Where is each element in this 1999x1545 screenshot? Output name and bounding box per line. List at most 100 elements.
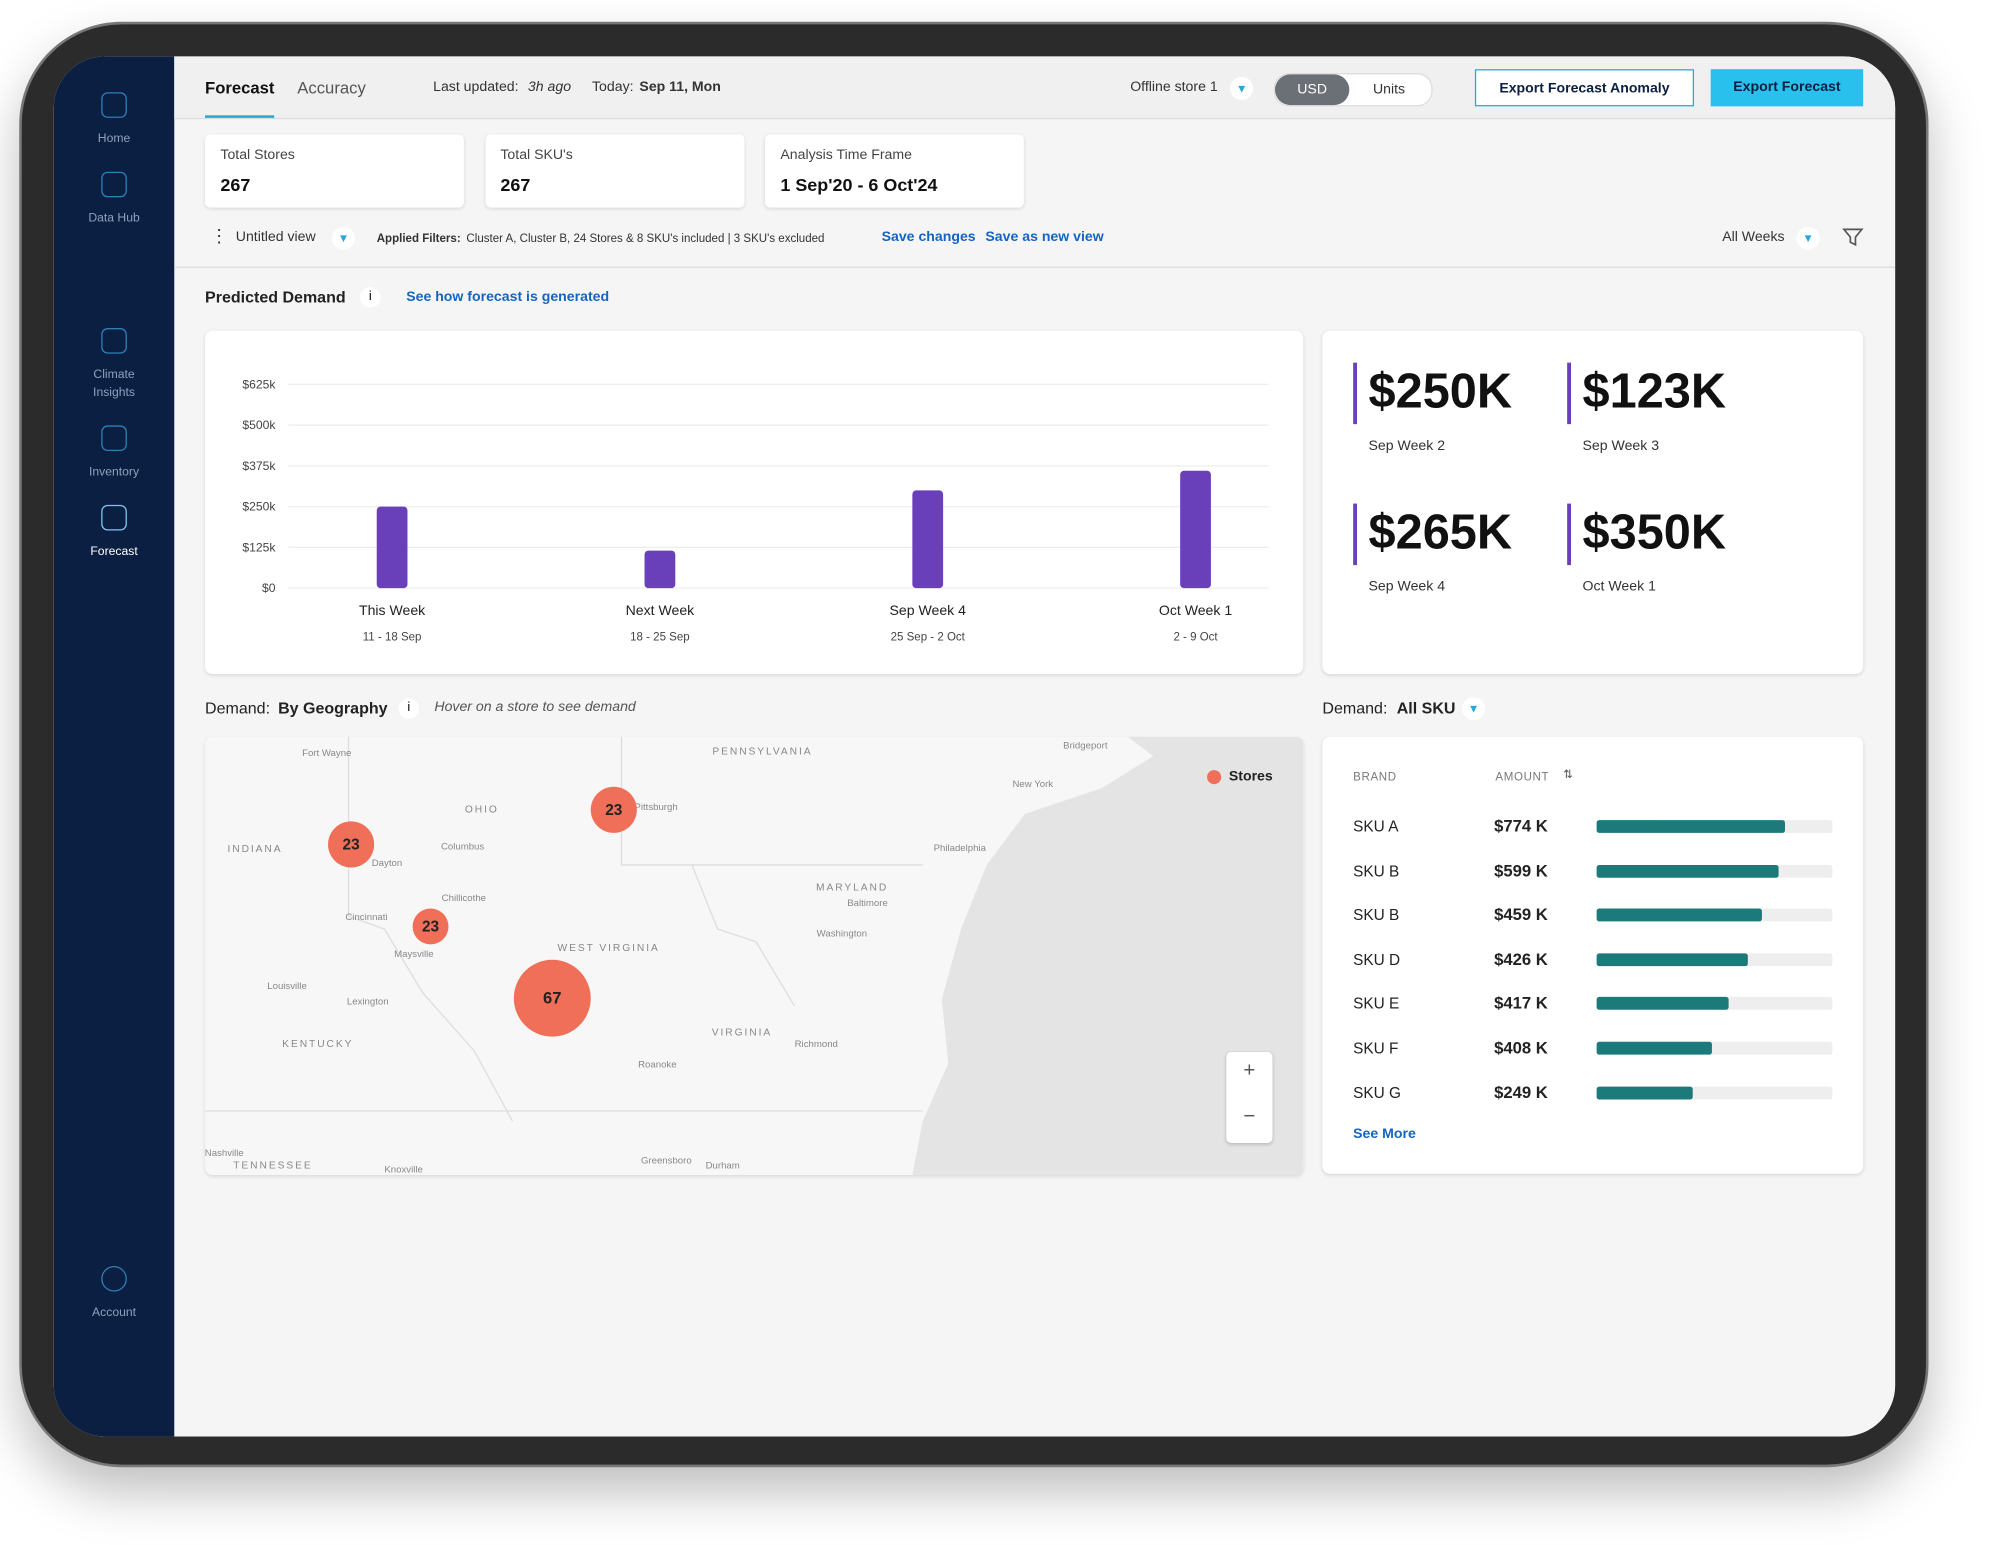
- state-label: INDIANA: [227, 844, 282, 855]
- button[interactable]: Export Forecast: [1710, 69, 1864, 107]
- city-label: Lexington: [347, 997, 389, 1008]
- tab-underline: [205, 115, 275, 118]
- store-select[interactable]: Offline store 1: [1130, 79, 1218, 95]
- nav-label[interactable]: Data Hub: [88, 211, 140, 226]
- sku-amount: $249 K: [1494, 1082, 1548, 1102]
- nav-icon[interactable]: [101, 171, 127, 198]
- zoom-out[interactable]: −: [1243, 1105, 1256, 1128]
- borders: [205, 736, 923, 1122]
- city-label: Pittsburgh: [634, 802, 677, 813]
- city-label: Richmond: [795, 1039, 838, 1050]
- sku-brand: SKU B: [1353, 906, 1400, 925]
- applied-filters-label: Applied Filters:: [376, 231, 461, 245]
- city-label: Greensboro: [641, 1156, 692, 1167]
- nav-label[interactable]: Forecast: [90, 544, 138, 559]
- label: Demand:: [205, 699, 271, 718]
- summary-card: [764, 134, 1024, 208]
- y-tick-label: $375k: [242, 459, 276, 473]
- dropdown-icon[interactable]: ▼: [1462, 697, 1486, 721]
- chart: $0 $125k $250k $375k $500k $625k This Week 11 -…: [242, 377, 1269, 644]
- tab[interactable]: Accuracy: [297, 78, 366, 98]
- sku-brand: SKU B: [1353, 861, 1400, 880]
- city-label: Chillicothe: [442, 893, 486, 904]
- nav-label[interactable]: Climate Insights: [93, 367, 136, 400]
- filter-icon[interactable]: [1841, 226, 1864, 249]
- sort-icon[interactable]: ⇅: [1563, 767, 1573, 781]
- summary-card: [485, 134, 744, 208]
- city-label: Dayton: [372, 858, 402, 869]
- map-card: PENNSYLVANIA OHIO INDIANA KENTUCKY WEST VIRG…: [205, 736, 1304, 1176]
- bar: [644, 550, 676, 589]
- y-tick-label: $250k: [242, 500, 276, 514]
- link[interactable]: See More: [1353, 1126, 1416, 1142]
- today: Sep 11, Mon: [639, 79, 721, 95]
- nav-icon[interactable]: [101, 92, 127, 118]
- city-label: Cincinnati: [345, 912, 387, 923]
- sku-bar: [1596, 864, 1779, 878]
- x-tick-sublabel: 18 - 25 Sep: [630, 632, 690, 644]
- store-cluster[interactable]: [412, 908, 449, 945]
- x-tick-sublabel: 2 - 9 Oct: [1173, 632, 1218, 644]
- y-tick-label: $500k: [242, 418, 276, 432]
- sku-brand: SKU D: [1353, 950, 1401, 969]
- nav-label[interactable]: Account: [92, 1305, 137, 1320]
- x-tick-label: Sep Week 4: [890, 602, 967, 618]
- highlight-value: $250K: [1368, 365, 1513, 420]
- link[interactable]: Save changes: [881, 229, 976, 245]
- dropdown-icon[interactable]: ▼: [1230, 76, 1254, 100]
- city-label: Bridgeport: [1063, 740, 1108, 751]
- city-label: Fort Wayne: [302, 748, 351, 759]
- city-label: Knoxville: [384, 1164, 422, 1175]
- menu-dots[interactable]: ⋮: [210, 225, 229, 247]
- view-select[interactable]: Untitled view: [235, 229, 316, 245]
- hint: Hover on a store to see demand: [434, 699, 636, 716]
- label: Demand:: [1322, 699, 1388, 718]
- dropdown-icon[interactable]: ▼: [1796, 226, 1820, 250]
- nav-label[interactable]: Inventory: [88, 465, 140, 480]
- info-icon[interactable]: i: [398, 698, 420, 719]
- toggle-on[interactable]: USD: [1274, 74, 1350, 106]
- state-label: VIRGINIA: [712, 1027, 772, 1038]
- weeks-select[interactable]: All Weeks: [1722, 229, 1785, 245]
- nav-icon[interactable]: [101, 425, 127, 452]
- nav-icon[interactable]: [101, 1266, 127, 1292]
- store-cluster[interactable]: [590, 786, 637, 833]
- section-title: By Geography: [278, 699, 388, 718]
- highlights-card: [1322, 330, 1864, 675]
- store-cluster[interactable]: [328, 821, 375, 868]
- link[interactable]: Save as new view: [985, 229, 1104, 245]
- city-label: Nashville: [205, 1148, 244, 1159]
- zoom-in[interactable]: +: [1243, 1059, 1256, 1082]
- nav-icon[interactable]: [101, 504, 127, 531]
- nav-label[interactable]: Home: [97, 131, 131, 147]
- state-label: PENNSYLVANIA: [712, 747, 812, 758]
- highlight-label: Sep Week 2: [1368, 438, 1446, 454]
- cluster-count: 67: [543, 988, 562, 1007]
- highlight-value: $350K: [1582, 506, 1727, 560]
- city-label: Durham: [706, 1161, 740, 1172]
- state-label: KENTUCKY: [282, 1039, 353, 1050]
- nav-icon[interactable]: [101, 328, 127, 354]
- toggle-off[interactable]: Units: [1372, 82, 1406, 98]
- legend-label: Stores: [1228, 768, 1273, 785]
- sku-select[interactable]: All SKU: [1396, 699, 1456, 718]
- summary-value: 1 Sep'20 - 6 Oct'24: [780, 174, 938, 195]
- bar: [912, 490, 944, 589]
- section-title: Predicted Demand: [205, 288, 346, 307]
- map: PENNSYLVANIA OHIO INDIANA KENTUCKY WEST VIRG…: [205, 736, 1304, 1175]
- tab[interactable]: Forecast: [205, 78, 275, 98]
- dropdown-icon[interactable]: ▼: [331, 226, 355, 250]
- link[interactable]: See how forecast is generated: [406, 289, 610, 305]
- x-tick-label: Oct Week 1: [1159, 602, 1232, 618]
- store-cluster[interactable]: [513, 959, 591, 1037]
- column-header[interactable]: AMOUNT: [1495, 770, 1550, 783]
- button[interactable]: Export Forecast Anomaly: [1474, 69, 1695, 107]
- cluster-count: 23: [605, 802, 622, 819]
- highlight-accent: [1567, 362, 1571, 425]
- state-label: TENNESSEE: [233, 1161, 312, 1172]
- bar: [376, 506, 408, 589]
- sku-amount: $599 K: [1494, 860, 1548, 880]
- info-icon[interactable]: i: [360, 287, 381, 308]
- highlight-accent: [1353, 362, 1358, 425]
- filter-bar-divider: [174, 266, 1896, 268]
